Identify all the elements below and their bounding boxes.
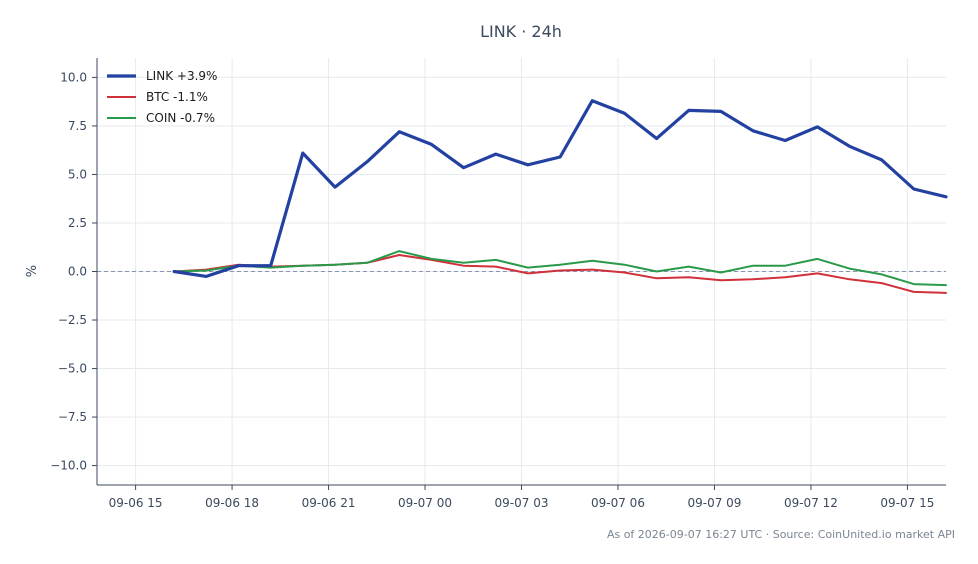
x-tick-label: 09-06 15	[109, 496, 163, 510]
x-tick-label: 09-07 03	[495, 496, 549, 510]
x-tick-label: 09-06 18	[205, 496, 259, 510]
y-axis-ticks: −10.0 −7.5 −5.0 −2.5 0.0 2.5 5.0 7.5 10.0	[50, 70, 97, 473]
chart-title: LINK · 24h	[480, 22, 562, 41]
series-line-coin	[173, 250, 947, 287]
x-tick-label: 09-07 00	[398, 496, 452, 510]
y-tick-label: −10.0	[50, 459, 87, 473]
series-line-link	[172, 99, 948, 278]
y-axis-label: %	[25, 265, 40, 277]
series-line-btc	[173, 254, 947, 294]
x-tick-label: 09-07 06	[591, 496, 645, 510]
y-tick-label: −7.5	[58, 410, 87, 424]
x-axis-ticks: 09-06 15 09-06 18 09-06 21 09-07 00 09-07 03…	[109, 485, 934, 510]
x-tick-label: 09-07 15	[880, 496, 934, 510]
legend: LINK +3.9% BTC -1.1% COIN -0.7%	[107, 69, 217, 125]
x-tick-label: 09-07 12	[784, 496, 838, 510]
source-footer: As of 2026-09-07 16:27 UTC · Source: Coi…	[607, 528, 955, 541]
x-tick-label: 09-07 09	[687, 496, 741, 510]
legend-label-link: LINK +3.9%	[146, 69, 217, 83]
y-tick-label: −2.5	[58, 313, 87, 327]
y-tick-label: −5.0	[58, 362, 87, 376]
x-tick-label: 09-06 21	[302, 496, 356, 510]
y-tick-label: 2.5	[68, 216, 87, 230]
y-tick-label: 0.0	[68, 265, 87, 279]
series-group	[172, 99, 948, 294]
y-tick-label: 7.5	[68, 119, 87, 133]
y-tick-label: 10.0	[60, 70, 87, 84]
y-tick-label: 5.0	[68, 167, 87, 181]
legend-label-coin: COIN -0.7%	[146, 111, 215, 125]
legend-label-btc: BTC -1.1%	[146, 90, 208, 104]
